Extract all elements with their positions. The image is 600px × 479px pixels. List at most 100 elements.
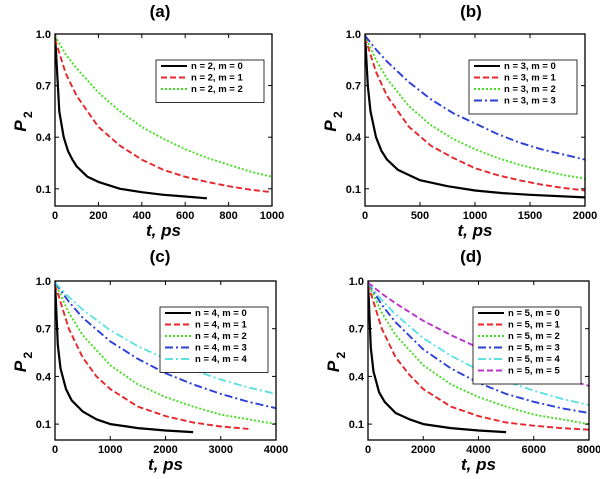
- y-axis-label: P2: [321, 111, 345, 132]
- y-tick-label: 1.0: [349, 276, 364, 288]
- panel-c: (c) 0 1000 2000 3000 4000 0.1 0.4 0.7 1.0 t, ps P2 n…: [11, 247, 288, 474]
- y-tick-label: 0.4: [36, 371, 52, 383]
- panel-title: (c): [150, 247, 171, 266]
- y-tick-label: 0.1: [36, 184, 51, 196]
- series-line-m0: [55, 34, 207, 200]
- series-line-m3: [368, 282, 589, 414]
- legend-label: n = 3, m = 0: [504, 61, 556, 72]
- legend-label: n = 5, m = 5: [508, 366, 560, 377]
- y-tick-label: 0.7: [349, 324, 364, 336]
- series-line-m1: [55, 38, 272, 194]
- legend-label: n = 5, m = 4: [508, 354, 560, 365]
- series-line-m2: [365, 35, 585, 180]
- series-line-m4: [368, 282, 589, 406]
- panel-title: (a): [150, 2, 171, 21]
- legend-box: [155, 59, 265, 103]
- y-axis-label-sub: 2: [21, 111, 35, 118]
- series-line-m0: [365, 34, 585, 199]
- series-line-m4: [55, 281, 276, 395]
- panel-title: (d): [460, 247, 482, 266]
- legend: n = 4, m = 0n = 4, m = 1n = 4, m = 2n = …: [159, 306, 269, 373]
- legend-label: n = 3, m = 3: [504, 96, 556, 107]
- series-line-m2: [55, 282, 276, 426]
- series-line-m0: [368, 281, 507, 434]
- legend-label: n = 4, m = 1: [195, 320, 247, 331]
- legend-label: n = 5, m = 2: [508, 331, 560, 342]
- legend-label: n = 5, m = 1: [508, 320, 560, 331]
- y-tick-label: 1.0: [36, 276, 51, 288]
- legend-label: n = 5, m = 3: [508, 343, 560, 354]
- series-group: [55, 281, 276, 434]
- x-tick-label: 8000: [577, 444, 600, 456]
- legend-label: n = 3, m = 1: [504, 73, 556, 84]
- y-tick-label: 0.1: [349, 419, 364, 431]
- x-tick-label: 3000: [209, 444, 233, 456]
- y-tick-label: 0.4: [36, 132, 52, 144]
- series-line-m1: [368, 283, 589, 431]
- x-tick-label: 1000: [260, 210, 284, 222]
- x-tick-label: 2000: [153, 444, 177, 456]
- x-tick-label: 200: [89, 210, 107, 222]
- series-line-m3: [55, 282, 276, 410]
- y-axis-label-main: P: [11, 120, 30, 132]
- y-tick-label: 0.7: [36, 324, 51, 336]
- legend-label: n = 2, m = 0: [191, 61, 243, 72]
- legend: n = 3, m = 0n = 3, m = 1n = 3, m = 2n = …: [468, 59, 578, 115]
- y-axis-label-sub: 2: [334, 352, 348, 359]
- y-tick-label: 0.1: [36, 419, 51, 431]
- x-tick-label: 600: [176, 210, 194, 222]
- legend-label: n = 4, m = 4: [195, 354, 247, 365]
- x-tick-label: 1500: [518, 210, 542, 222]
- legend-label: n = 4, m = 2: [195, 331, 247, 342]
- x-tick-label: 0: [362, 210, 368, 222]
- y-axis-label: P2: [11, 352, 35, 373]
- y-tick-label: 1.0: [346, 29, 361, 41]
- y-axis-label-main: P: [324, 360, 343, 372]
- legend-box: [159, 306, 269, 373]
- legend-label: n = 5, m = 0: [508, 308, 560, 319]
- panel-title: (b): [460, 2, 482, 21]
- series-group: [55, 34, 272, 200]
- x-tick-label: 800: [219, 210, 237, 222]
- legend: n = 2, m = 0n = 2, m = 1n = 2, m = 2: [155, 59, 265, 103]
- y-axis-label-main: P: [11, 360, 30, 372]
- x-axis-label: t, ps: [148, 455, 183, 474]
- y-tick-label: 0.4: [346, 132, 362, 144]
- y-tick-label: 0.7: [346, 81, 361, 93]
- y-axis-label-sub: 2: [331, 111, 345, 118]
- y-tick-label: 1.0: [36, 29, 51, 41]
- series-line-m1: [55, 283, 249, 430]
- legend-box: [468, 59, 578, 115]
- y-tick-label: 0.1: [346, 184, 361, 196]
- legend-label: n = 2, m = 2: [191, 84, 243, 95]
- x-tick-label: 1000: [463, 210, 487, 222]
- y-axis-label: P2: [11, 111, 35, 132]
- legend-label: n = 3, m = 2: [504, 84, 556, 95]
- legend: n = 5, m = 0n = 5, m = 1n = 5, m = 2n = …: [472, 306, 582, 385]
- y-axis-label: P2: [324, 352, 348, 373]
- x-tick-label: 0: [52, 444, 58, 456]
- y-tick-label: 0.4: [349, 371, 365, 383]
- series-line-m3: [365, 35, 585, 161]
- x-tick-label: 4000: [466, 444, 490, 456]
- y-axis-label-sub: 2: [21, 352, 35, 359]
- x-tick-label: 500: [411, 210, 429, 222]
- x-tick-label: 2000: [573, 210, 597, 222]
- legend-label: n = 4, m = 3: [195, 343, 247, 354]
- series-line-m2: [368, 282, 589, 426]
- x-tick-label: 0: [52, 210, 58, 222]
- series-line-m1: [365, 37, 585, 192]
- x-tick-label: 4000: [264, 444, 288, 456]
- y-axis-label-main: P: [321, 120, 340, 132]
- x-tick-label: 400: [133, 210, 151, 222]
- panel-d: (d) 0 2000 4000 6000 8000 0.1 0.4 0.7 1.0 t, ps P2 n…: [324, 247, 600, 474]
- x-axis-label: t, ps: [461, 455, 496, 474]
- x-tick-label: 1000: [98, 444, 122, 456]
- x-tick-label: 0: [365, 444, 371, 456]
- x-tick-label: 2000: [411, 444, 435, 456]
- plot-frame: [54, 33, 273, 207]
- x-tick-label: 6000: [522, 444, 546, 456]
- legend-label: n = 2, m = 1: [191, 73, 243, 84]
